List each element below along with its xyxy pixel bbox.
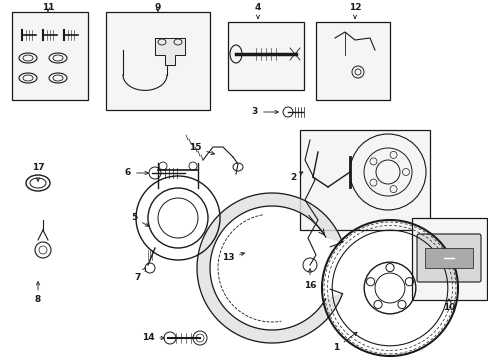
Bar: [12, 12, 88, 100]
Bar: [227, 22, 304, 90]
Text: 17: 17: [32, 163, 44, 181]
Bar: [106, 12, 209, 110]
Text: 9: 9: [155, 4, 161, 13]
Text: 10: 10: [442, 299, 454, 312]
Text: 14: 14: [142, 333, 164, 342]
Text: 13: 13: [221, 252, 244, 262]
Bar: [411, 218, 486, 300]
Text: 5: 5: [131, 213, 148, 226]
Polygon shape: [155, 38, 184, 65]
Text: 12: 12: [348, 4, 361, 18]
Text: 6: 6: [124, 168, 148, 177]
Bar: [315, 22, 389, 100]
Bar: [424, 248, 472, 268]
Bar: [299, 130, 429, 230]
Text: 2: 2: [289, 172, 302, 183]
Text: 15: 15: [188, 144, 214, 154]
Text: 3: 3: [251, 108, 278, 117]
FancyBboxPatch shape: [416, 234, 480, 282]
Text: 8: 8: [35, 282, 41, 305]
Text: 7: 7: [135, 268, 145, 283]
Text: 1: 1: [332, 332, 356, 352]
Text: 4: 4: [254, 4, 261, 18]
Text: 16: 16: [303, 269, 316, 289]
Polygon shape: [197, 193, 342, 343]
Text: 11: 11: [41, 4, 54, 13]
